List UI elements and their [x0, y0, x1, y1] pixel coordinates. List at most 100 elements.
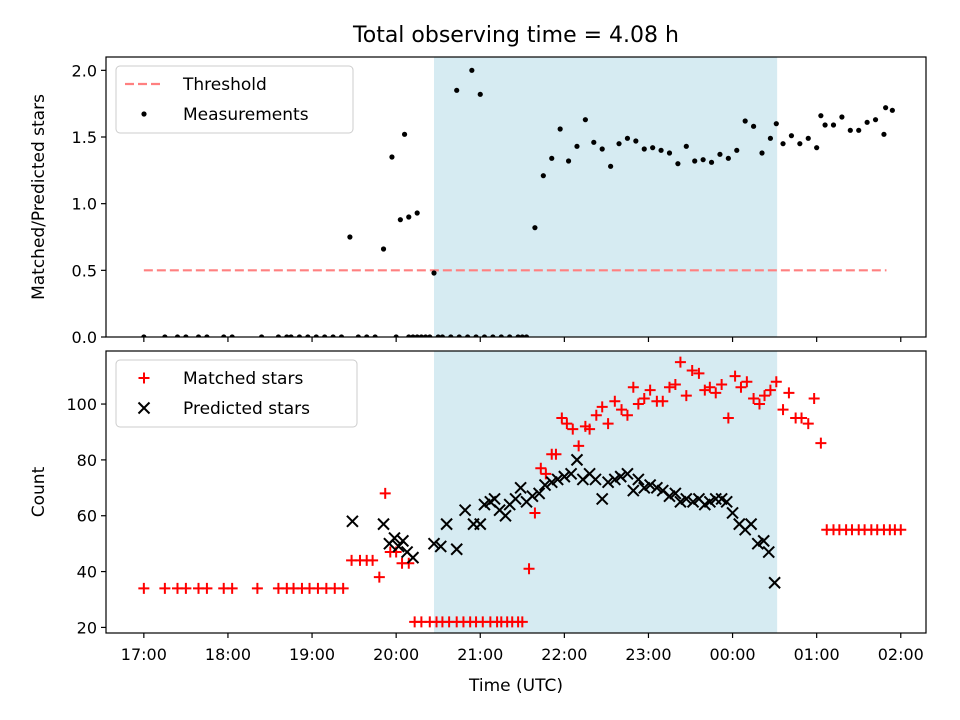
- measurement-point: [393, 334, 399, 337]
- measurement-point: [675, 161, 681, 167]
- predicted-stars-point: [768, 576, 781, 589]
- matched-stars-point: [802, 418, 814, 430]
- measurement-point: [389, 154, 395, 160]
- measurement-point: [313, 334, 319, 337]
- plot-frame: [105, 350, 927, 634]
- predicted-stars-point: [427, 537, 441, 550]
- matched-stars-point: [550, 448, 562, 460]
- matched-stars-point: [561, 418, 573, 430]
- measurement-point: [258, 334, 265, 337]
- x-tick-label: 00:00: [710, 645, 756, 664]
- measurement-point: [439, 334, 446, 337]
- measurement-point: [347, 234, 353, 240]
- predicted-stars-point: [551, 473, 564, 486]
- x-tick-label: 23:00: [625, 645, 671, 664]
- measurement-point: [883, 105, 889, 111]
- matched-stars-point: [674, 356, 686, 368]
- predicted-stars-point: [680, 492, 693, 506]
- measurement-point: [717, 151, 723, 157]
- legend-predicted-handle: [137, 401, 151, 415]
- measurement-point: [565, 158, 572, 164]
- measurement-point: [435, 334, 441, 337]
- measurement-point: [532, 225, 538, 231]
- predicted-stars-point: [514, 481, 527, 495]
- measurement-point: [221, 334, 227, 337]
- measurement-point: [427, 334, 433, 337]
- matched-stars-point: [704, 381, 716, 393]
- plot-area: [138, 356, 907, 628]
- measurement-point: [473, 334, 479, 337]
- measurement-point: [797, 141, 803, 147]
- measurement-point: [814, 145, 820, 151]
- matched-stars-point: [379, 487, 391, 499]
- matched-stars-point: [201, 582, 213, 594]
- predicted-stars-point: [589, 473, 602, 486]
- measurement-point: [773, 121, 779, 127]
- predicted-stars-point: [538, 478, 552, 492]
- matched-stars-point: [808, 392, 820, 404]
- measurement-point: [410, 334, 416, 337]
- matched-stars-point: [523, 563, 535, 575]
- matched-stars-point: [735, 381, 747, 393]
- y-tick-label: 100: [66, 395, 97, 414]
- measurement-point: [641, 146, 647, 152]
- measurement-point: [582, 117, 588, 123]
- matched-stars-point: [741, 376, 753, 388]
- legend-label: Matched stars: [183, 369, 303, 389]
- predicted-stars-point: [377, 517, 390, 531]
- measurement-point: [288, 334, 294, 337]
- matched-stars-point: [573, 440, 585, 452]
- measurement-point: [839, 114, 845, 120]
- matched-stars-point: [251, 582, 263, 594]
- measurement-point: [624, 135, 631, 141]
- matched-stars-point: [686, 365, 698, 377]
- plot-frame: [105, 56, 927, 338]
- measurement-point: [481, 334, 488, 337]
- x-tick-label: 01:00: [794, 645, 840, 664]
- plot-area: [141, 67, 895, 337]
- x-tick-label: 22:00: [541, 645, 587, 664]
- predicted-stars-point: [499, 509, 512, 522]
- measurement-point: [454, 87, 460, 93]
- measurement-point: [515, 334, 521, 337]
- measurement-point: [767, 135, 774, 141]
- matched-stars-point: [716, 379, 728, 391]
- measurement-point: [540, 173, 546, 179]
- measurement-point: [692, 158, 698, 164]
- measurement-point: [683, 143, 689, 149]
- matched-stars-point: [796, 412, 808, 424]
- matched-stars-point: [777, 404, 789, 416]
- y-axis-label: Count: [29, 466, 49, 517]
- measurement-point: [650, 145, 656, 151]
- matched-stars-point: [535, 462, 547, 474]
- legend-measurement-handle: [141, 111, 147, 117]
- predicted-stars-point: [595, 492, 609, 506]
- predicted-stars-point: [450, 543, 463, 556]
- measurement-point: [372, 334, 378, 337]
- measurement-point: [183, 334, 189, 337]
- measurement-point: [847, 127, 853, 133]
- matched-stars-point: [567, 423, 579, 435]
- measurement-point: [469, 67, 475, 73]
- measurement-point: [658, 147, 664, 153]
- measurement-point: [275, 334, 282, 337]
- measurement-point: [872, 117, 879, 123]
- predicted-stars-point: [621, 467, 634, 481]
- y-tick-label: 80: [77, 451, 97, 470]
- x-tick-label: 21:00: [457, 645, 503, 664]
- measurement-point: [523, 334, 530, 337]
- predicted-stars-point: [669, 487, 682, 500]
- matched-stars-point: [669, 379, 681, 391]
- measurement-point: [889, 107, 895, 113]
- measurement-point: [725, 155, 731, 161]
- matched-stars-point: [584, 423, 596, 435]
- legend-label: Measurements: [183, 105, 309, 125]
- legend-matched-handle: [138, 372, 150, 384]
- matched-stars-point: [632, 398, 644, 410]
- x-tick-label: 20:00: [373, 645, 419, 664]
- measurement-point: [414, 334, 420, 337]
- legend-label: Predicted stars: [183, 399, 310, 419]
- predicted-stars-point: [627, 484, 640, 497]
- ratio-panel: 0.0 0.5 1.0 1.5 2.0 Matched/Predicted stars Th…: [29, 56, 927, 347]
- observing-window-shade: [434, 57, 778, 337]
